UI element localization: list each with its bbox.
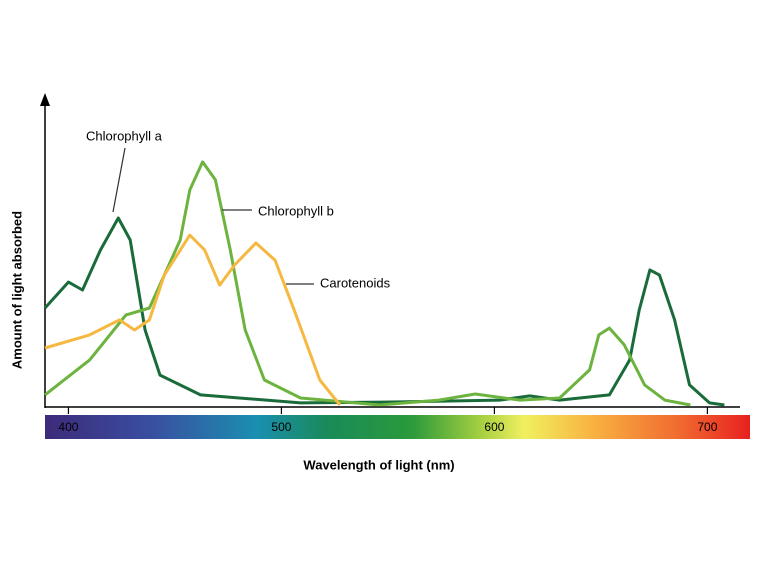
x-axis-label: Wavelength of light (nm) — [303, 457, 454, 472]
x-tick-label: 500 — [271, 420, 291, 434]
x-tick-label: 400 — [58, 420, 78, 434]
x-tick-label: 700 — [697, 420, 717, 434]
series-line — [43, 216, 725, 407]
series-line — [44, 233, 342, 406]
x-tick-label: 600 — [484, 420, 504, 434]
label-leader — [112, 147, 126, 213]
series-label: Carotenoids — [320, 275, 391, 290]
series-label: Chlorophyll b — [258, 203, 334, 218]
series-label: Chlorophyll a — [86, 128, 163, 143]
y-axis-arrow — [40, 93, 50, 106]
spectrum-bar — [45, 415, 750, 439]
y-axis-label: Amount of light absorbed — [9, 211, 24, 369]
